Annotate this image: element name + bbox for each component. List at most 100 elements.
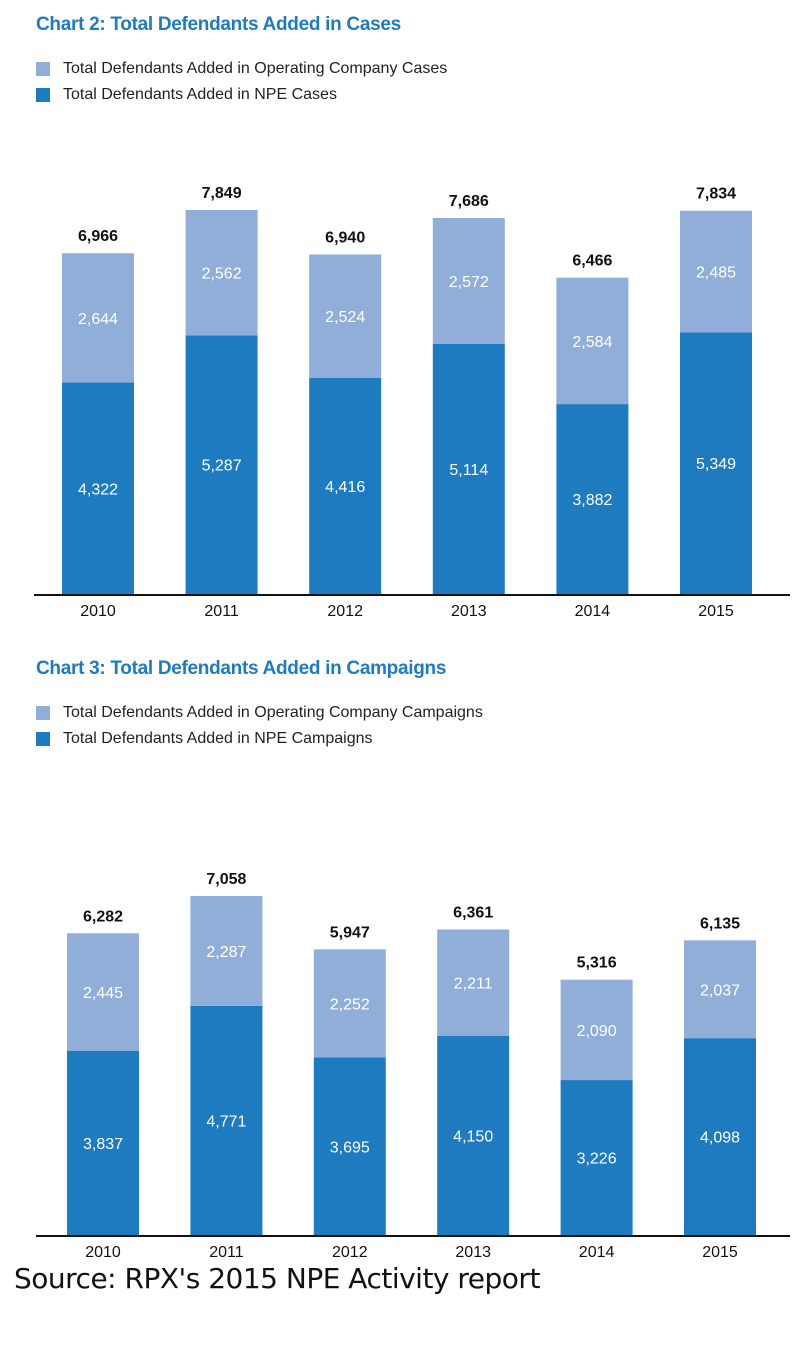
bar-npe-2011: [190, 1005, 263, 1235]
x-tick-2012: 2012: [327, 603, 363, 620]
bar-npe-2014: [560, 1080, 633, 1235]
label-total-2015: 7,834: [696, 186, 736, 203]
x-tick-2014: 2014: [575, 603, 611, 620]
bar-operating-2012: [309, 254, 382, 378]
label-npe-2014: 3,882: [572, 492, 612, 509]
x-tick-2012: 2012: [332, 1244, 368, 1261]
label-total-2010: 6,966: [78, 228, 118, 245]
label-npe-2010: 3,837: [83, 1136, 123, 1153]
chart-2-legend-operating: Total Defendants Added in Operating Comp…: [36, 60, 447, 78]
label-total-2014: 6,466: [572, 253, 612, 270]
bar-group-2011: 5,287 2,562 7,849: [185, 185, 258, 594]
x-tick-2010: 2010: [80, 603, 116, 620]
bar-operating-2013: [437, 929, 510, 1036]
bar-operating-2011: [185, 210, 258, 336]
bar-operating-2015: [680, 210, 752, 333]
bar-operating-2010: [67, 933, 139, 1051]
bar-group-2014: 3,882 2,584 6,466: [556, 253, 629, 594]
bar-group-2012: 3,695 2,252 5,947: [313, 924, 386, 1235]
x-tick-2010: 2010: [85, 1244, 121, 1261]
chart-3-plot: 3,837 2,445 6,282 2010 4,771 2,287 7,058 2011 3,…: [36, 871, 790, 1261]
label-operating-2015: 2,485: [696, 265, 736, 282]
chart-3-title: Chart 3: Total Defendants Added in Campa…: [36, 658, 447, 679]
label-operating-2014: 2,584: [572, 334, 612, 351]
bar-operating-2012: [313, 949, 386, 1058]
chart-2-title: Chart 2: Total Defendants Added in Cases: [36, 14, 401, 35]
bar-npe-2015: [684, 1038, 756, 1235]
label-npe-2013: 4,150: [453, 1128, 493, 1145]
label-operating-2015: 2,037: [700, 982, 740, 999]
bar-group-2011: 4,771 2,287 7,058: [190, 871, 263, 1235]
bar-operating-2010: [62, 253, 134, 383]
label-npe-2012: 4,416: [325, 479, 365, 496]
label-operating-2012: 2,524: [325, 309, 365, 326]
source-note: Source: RPX's 2015 NPE Activity report: [14, 1262, 540, 1295]
label-npe-2012: 3,695: [330, 1139, 370, 1156]
legend-label-npe: Total Defendants Added in NPE Campaigns: [63, 730, 373, 747]
x-tick-2011: 2011: [209, 1244, 244, 1261]
legend-label-operating: Total Defendants Added in Operating Comp…: [63, 60, 448, 77]
label-npe-2013: 5,114: [449, 462, 488, 479]
bar-group-2015: 5,349 2,485 7,834: [680, 186, 752, 594]
label-npe-2015: 4,098: [700, 1130, 740, 1147]
bar-group-2015: 4,098 2,037 6,135: [684, 915, 756, 1235]
label-total-2015: 6,135: [700, 915, 740, 932]
bar-npe-2013: [437, 1035, 510, 1235]
legend-label-npe: Total Defendants Added in NPE Cases: [63, 86, 337, 103]
bar-npe-2010: [67, 1050, 139, 1235]
label-total-2013: 6,361: [453, 904, 493, 921]
bar-npe-2012: [309, 377, 382, 594]
x-tick-2014: 2014: [579, 1244, 615, 1261]
label-operating-2011: 2,562: [202, 266, 242, 283]
label-total-2011: 7,058: [206, 871, 246, 888]
label-total-2011: 7,849: [202, 185, 242, 202]
label-npe-2010: 4,322: [78, 481, 118, 498]
label-operating-2013: 2,572: [449, 274, 489, 291]
x-tick-2011: 2011: [204, 603, 239, 620]
legend-swatch-npe: [36, 732, 50, 746]
label-npe-2011: 4,771: [206, 1113, 246, 1130]
label-operating-2014: 2,090: [577, 1023, 617, 1040]
x-tick-2013: 2013: [451, 603, 487, 620]
label-operating-2011: 2,287: [206, 944, 246, 961]
label-npe-2014: 3,226: [577, 1151, 617, 1168]
bar-npe-2012: [313, 1057, 386, 1235]
bar-npe-2011: [185, 335, 258, 594]
label-operating-2012: 2,252: [330, 996, 370, 1013]
chart-3-legend-npe: Total Defendants Added in NPE Campaigns: [36, 730, 373, 748]
label-operating-2013: 2,211: [454, 976, 493, 993]
x-tick-2015: 2015: [702, 1244, 738, 1261]
x-tick-2015: 2015: [698, 603, 734, 620]
label-npe-2011: 5,287: [202, 458, 242, 475]
chart-3-legend-operating: Total Defendants Added in Operating Comp…: [36, 704, 483, 722]
bar-group-2014: 3,226 2,090 5,316: [560, 955, 633, 1235]
label-npe-2015: 5,349: [696, 456, 736, 473]
bar-npe-2010: [62, 382, 134, 594]
label-total-2012: 5,947: [330, 924, 370, 941]
bar-group-2010: 3,837 2,445 6,282: [67, 908, 139, 1235]
label-total-2010: 6,282: [83, 908, 123, 925]
bar-operating-2015: [684, 940, 756, 1039]
label-operating-2010: 2,445: [83, 985, 123, 1002]
label-total-2012: 6,940: [325, 229, 365, 246]
bar-operating-2014: [556, 277, 629, 405]
bar-operating-2011: [190, 896, 263, 1006]
label-total-2014: 5,316: [577, 955, 617, 972]
bar-npe-2013: [432, 343, 505, 594]
bar-npe-2015: [680, 332, 752, 594]
chart-2-plot: 4,322 2,644 6,966 2010 5,287 2,562 7,849 2011 4,…: [34, 185, 790, 620]
legend-swatch-npe: [36, 88, 50, 102]
x-tick-2013: 2013: [455, 1244, 491, 1261]
bar-group-2013: 4,150 2,211 6,361: [437, 904, 510, 1235]
bar-operating-2013: [432, 217, 505, 344]
bar-operating-2014: [560, 979, 633, 1081]
bar-group-2012: 4,416 2,524 6,940: [309, 229, 382, 594]
chart-2-legend-npe: Total Defendants Added in NPE Cases: [36, 86, 337, 104]
bar-npe-2014: [556, 404, 629, 594]
bar-group-2010: 4,322 2,644 6,966: [62, 228, 134, 594]
legend-swatch-operating: [36, 62, 50, 76]
label-total-2013: 7,686: [449, 193, 489, 210]
label-operating-2010: 2,644: [78, 311, 118, 328]
bar-group-2013: 5,114 2,572 7,686: [432, 193, 505, 594]
legend-label-operating: Total Defendants Added in Operating Comp…: [63, 704, 483, 721]
